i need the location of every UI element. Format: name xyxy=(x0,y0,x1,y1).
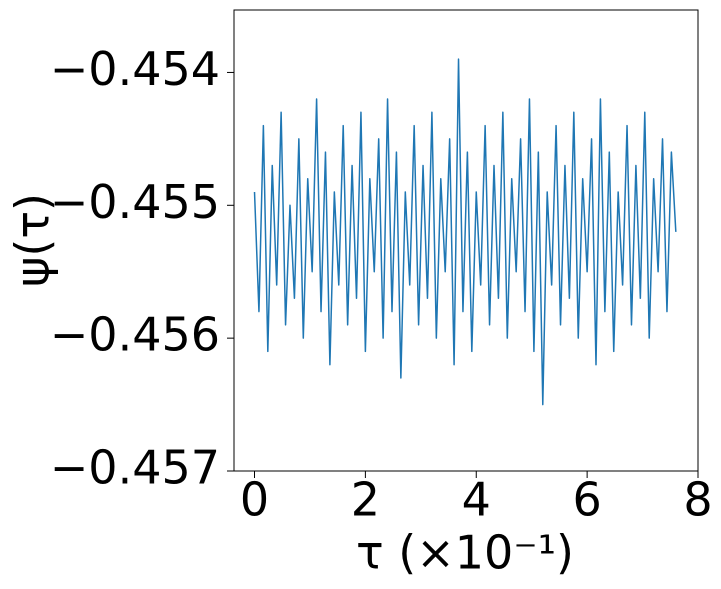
y-tick-label: −0.456 xyxy=(50,308,220,362)
y-tick-label: −0.455 xyxy=(50,175,220,229)
y-tick-label: −0.454 xyxy=(50,42,220,96)
y-axis-label: ψ(τ) xyxy=(6,193,60,287)
y-tick-label: −0.457 xyxy=(50,441,220,495)
x-tick-label: 0 xyxy=(240,473,269,527)
x-tick-label: 2 xyxy=(351,473,380,527)
data-line xyxy=(253,58,677,406)
plot-frame xyxy=(233,9,699,472)
x-tick-label: 6 xyxy=(572,473,601,527)
x-tick-label: 8 xyxy=(683,473,712,527)
x-tick-label: 4 xyxy=(462,473,491,527)
x-axis-label: τ (×10⁻¹) xyxy=(356,526,574,580)
